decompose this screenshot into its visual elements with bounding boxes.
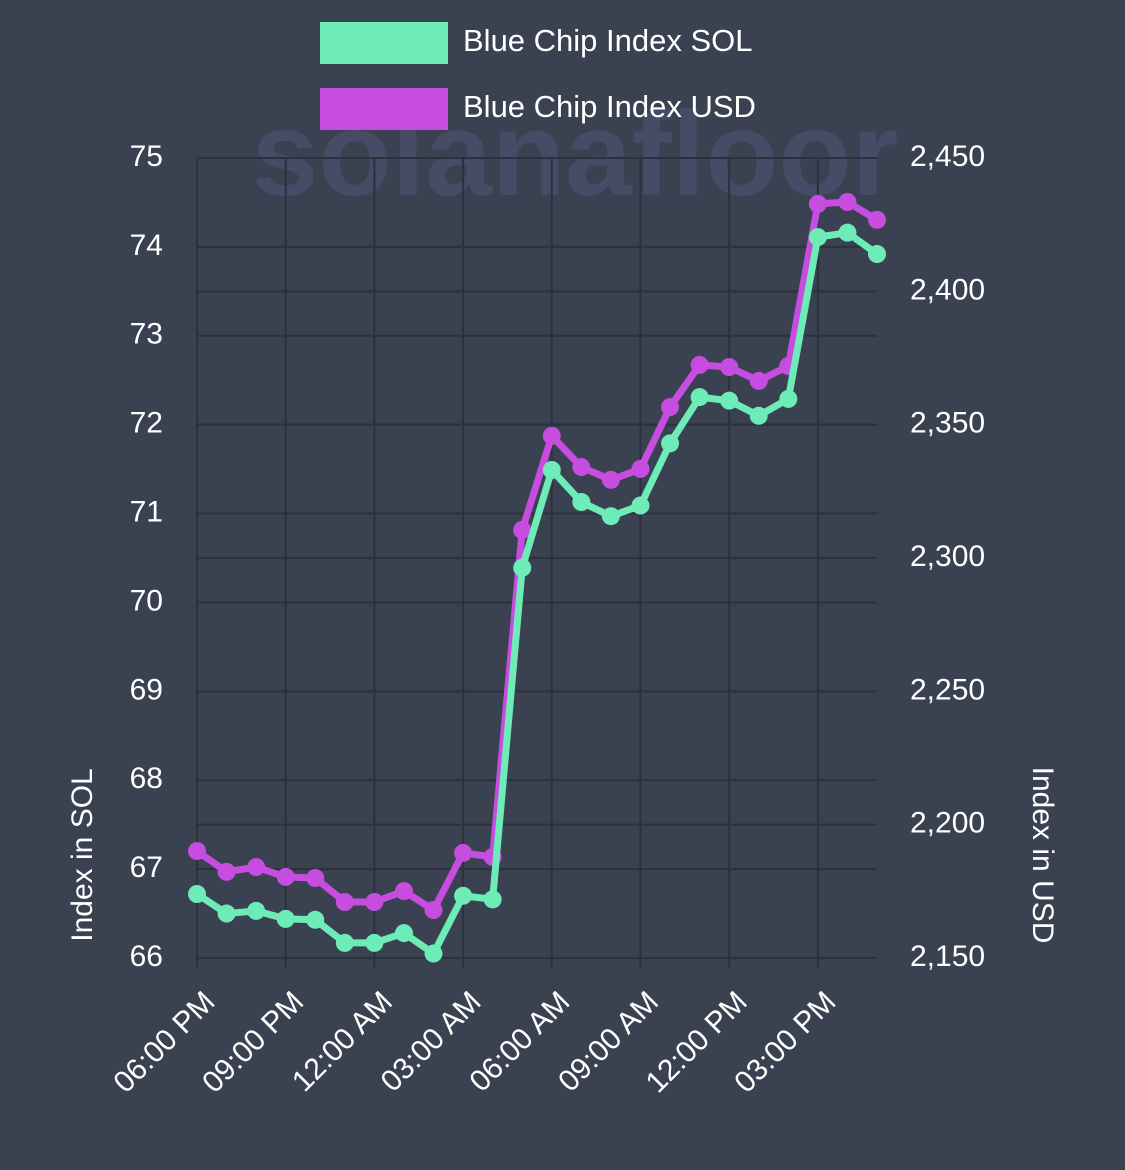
data-point — [276, 867, 295, 886]
data-point — [661, 398, 680, 417]
data-point — [572, 493, 591, 511]
y-tick-label: 70 — [130, 584, 163, 617]
y-tick-label: 71 — [130, 495, 163, 528]
data-point — [720, 391, 739, 410]
data-point — [188, 885, 206, 903]
y-tick-label: 73 — [130, 318, 163, 351]
y2-tick-label: 2,250 — [910, 673, 985, 706]
y-tick-label: 72 — [130, 407, 163, 440]
data-point — [690, 355, 709, 374]
y-tick-label: 67 — [130, 851, 163, 884]
y2-tick-label: 2,350 — [910, 407, 985, 440]
data-point — [779, 389, 798, 408]
data-point — [572, 458, 591, 477]
data-point — [424, 901, 443, 919]
y-tick-label: 74 — [130, 229, 163, 262]
data-point — [749, 406, 768, 425]
data-point — [601, 507, 620, 526]
data-point — [247, 901, 266, 920]
data-point — [542, 426, 561, 445]
data-point — [808, 228, 827, 247]
data-point — [365, 893, 384, 911]
data-point — [454, 886, 473, 905]
data-point — [631, 459, 650, 478]
data-point — [661, 434, 680, 453]
data-point — [838, 193, 857, 211]
data-point — [690, 388, 709, 407]
data-point — [454, 843, 473, 862]
data-point — [868, 245, 886, 263]
legend-label: Blue Chip Index SOL — [463, 23, 753, 58]
data-point — [217, 904, 236, 923]
data-point — [808, 194, 827, 213]
y2-tick-label: 2,300 — [910, 540, 985, 573]
y2-tick-label: 2,150 — [910, 940, 985, 973]
legend-swatch — [320, 22, 448, 64]
y-tick-label: 68 — [130, 762, 163, 795]
data-point — [306, 869, 325, 887]
legend-swatch — [320, 88, 448, 130]
data-point — [335, 933, 354, 952]
y2-axis-title: Index in USD — [1026, 767, 1059, 944]
data-point — [188, 842, 206, 861]
y-tick-label: 75 — [130, 140, 163, 173]
y2-tick-label: 2,400 — [910, 273, 985, 306]
legend-label: Blue Chip Index USD — [463, 89, 756, 124]
data-point — [601, 470, 620, 489]
data-point — [720, 358, 739, 377]
data-point — [838, 223, 857, 242]
data-point — [749, 371, 768, 390]
data-point — [394, 882, 413, 901]
y-tick-label: 66 — [130, 940, 163, 973]
data-point — [424, 944, 443, 963]
data-point — [365, 933, 384, 952]
data-point — [247, 858, 266, 877]
data-point — [513, 558, 532, 577]
data-point — [631, 496, 650, 515]
data-point — [217, 862, 236, 881]
data-point — [276, 909, 295, 928]
y2-tick-label: 2,450 — [910, 140, 985, 173]
data-point — [483, 890, 502, 909]
y-axis-title: Index in SOL — [66, 768, 99, 941]
y2-tick-label: 2,200 — [910, 807, 985, 840]
data-point — [513, 521, 532, 539]
data-point — [335, 893, 354, 911]
data-point — [394, 924, 413, 943]
y-tick-label: 69 — [130, 673, 163, 706]
data-point — [542, 461, 561, 479]
data-point — [306, 910, 325, 929]
data-point — [868, 210, 886, 229]
